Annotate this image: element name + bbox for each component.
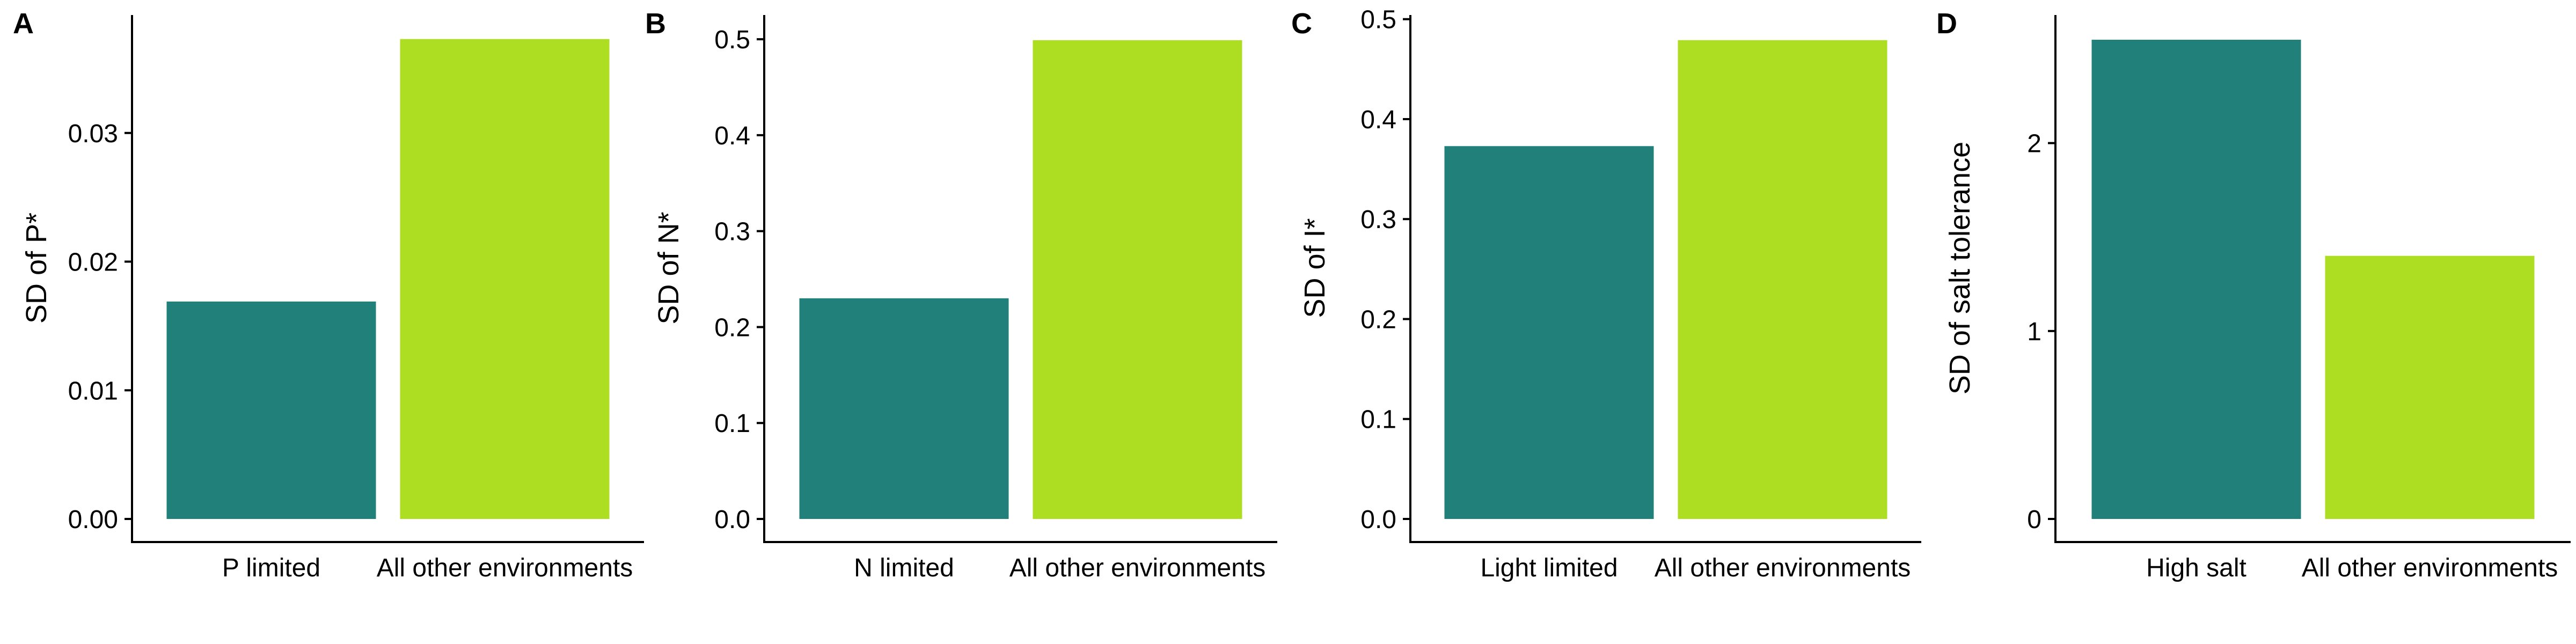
- y-tick-label: 0.2: [714, 313, 750, 342]
- x-tick-label: N limited: [854, 554, 954, 582]
- bar-1: [1444, 146, 1654, 519]
- panel-b: B SD of N* N limited All other environments…: [645, 8, 1277, 582]
- panel-label: A: [13, 8, 34, 40]
- y-tick-label: 0.0: [1360, 506, 1396, 534]
- bar-2: [400, 39, 610, 519]
- panel-c: C SD of I* Light limited All other environm…: [1291, 6, 1921, 582]
- panel-label: D: [1936, 8, 1957, 40]
- y-axis-title: SD of I*: [1299, 218, 1331, 318]
- y-tick-label: 0: [2027, 506, 2041, 534]
- y-tick-label: 0.4: [714, 122, 750, 150]
- bar-1: [2091, 40, 2301, 519]
- panel-label: C: [1291, 8, 1312, 40]
- x-tick-label: High salt: [2146, 554, 2246, 582]
- y-tick-label: 0.1: [1360, 406, 1396, 434]
- y-tick-label: 0.3: [1360, 206, 1396, 234]
- bar-2: [2325, 255, 2535, 519]
- y-tick-label: 0.02: [68, 248, 118, 277]
- panel-a: A SD of P* P limited All other environments…: [13, 8, 644, 582]
- y-tick-label: 0.4: [1360, 106, 1396, 134]
- y-tick-label: 0.01: [68, 377, 118, 405]
- panel-label: B: [645, 8, 666, 40]
- x-tick-label: All other environments: [377, 554, 633, 582]
- y-tick-label: 1: [2027, 318, 2041, 346]
- y-axis-title: SD of P*: [20, 213, 53, 324]
- y-tick-label: 0.3: [714, 218, 750, 246]
- bar-1: [166, 301, 376, 519]
- y-tick-label: 0.03: [68, 120, 118, 148]
- y-tick-label: 0.5: [1360, 6, 1396, 34]
- bar-2: [1033, 40, 1242, 519]
- y-tick-label: 0.00: [68, 506, 118, 534]
- bar-1: [799, 298, 1009, 519]
- y-tick-label: 0.5: [714, 26, 750, 54]
- panel-d: D SD of salt tolerance High salt All other …: [1936, 8, 2571, 582]
- y-tick-label: 0.1: [714, 409, 750, 438]
- x-tick-label: All other environments: [2302, 554, 2558, 582]
- y-tick-label: 0.0: [714, 506, 750, 534]
- y-tick-label: 0.2: [1360, 305, 1396, 334]
- y-tick-label: 2: [2027, 130, 2041, 158]
- y-axis-title: SD of salt tolerance: [1944, 142, 1976, 394]
- bar-2: [1678, 40, 1887, 519]
- x-tick-label: All other environments: [1009, 554, 1266, 582]
- x-tick-label: Light limited: [1480, 554, 1618, 582]
- x-tick-label: All other environments: [1655, 554, 1911, 582]
- y-axis-title: SD of N*: [653, 211, 685, 324]
- x-tick-label: P limited: [222, 554, 320, 582]
